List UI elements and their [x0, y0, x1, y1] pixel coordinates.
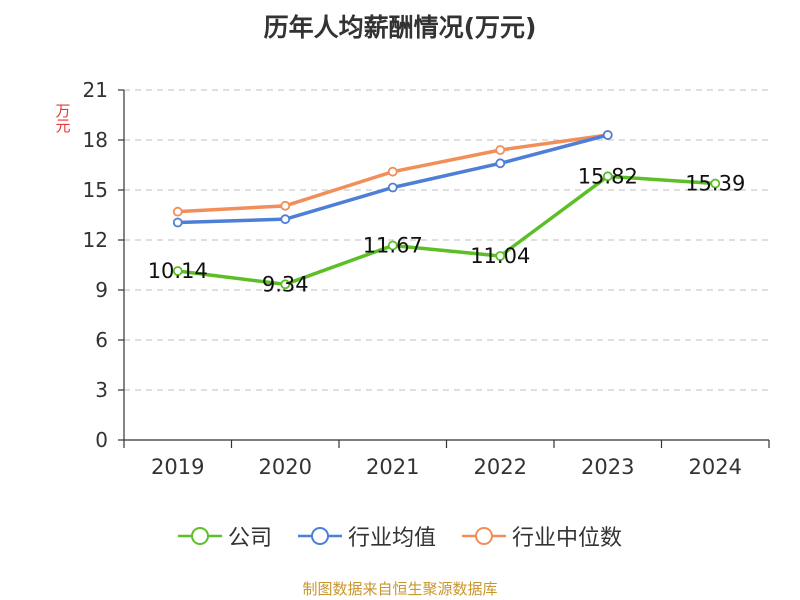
data-point[interactable]	[495, 158, 506, 169]
data-point[interactable]	[280, 214, 291, 225]
x-tick-label: 2024	[689, 455, 742, 479]
data-point[interactable]	[172, 266, 183, 276]
y-tick-label: 6	[95, 328, 108, 352]
x-tick-label: 2022	[474, 455, 527, 479]
data-point[interactable]	[710, 178, 721, 189]
data-point[interactable]	[602, 171, 613, 182]
legend-label-company: 公司	[227, 526, 272, 551]
y-tick-label: 9	[95, 278, 108, 302]
legend-marker-industry-avg	[297, 527, 342, 545]
data-label: 11.04	[470, 244, 530, 268]
x-tick-label: 2023	[581, 455, 634, 479]
data-point[interactable]	[172, 206, 183, 217]
data-point[interactable]	[495, 251, 506, 261]
data-point[interactable]	[280, 279, 291, 290]
x-tick-label: 2019	[151, 455, 204, 479]
data-labels: 10.14 9.34 11.67 11.04 15.82 15.39	[148, 164, 746, 296]
legend-label-industry-median: 行业中位数	[512, 526, 623, 551]
source-note: 制图数据来自恒生聚源数据库	[302, 580, 498, 598]
legend-marker-industry-median	[462, 527, 506, 545]
y-tick-label: 3	[95, 378, 108, 402]
data-label: 10.14	[148, 259, 208, 283]
data-point[interactable]	[602, 130, 613, 140]
series-line	[177, 174, 716, 287]
legend: 公司 行业均值 行业中位数	[0, 520, 800, 552]
y-axis-label: 万元	[55, 102, 71, 135]
data-label: 15.82	[578, 164, 638, 188]
chart-plot: 0 3 6 9 12 15 18 21 2019 2020 2021 2022 2023 2024 10.…	[83, 78, 770, 479]
data-point[interactable]	[495, 145, 506, 155]
legend-item-company[interactable]: 公司	[177, 520, 272, 552]
grid-lines	[124, 89, 769, 391]
chart-title: 历年人均薪酬情况(万元)	[263, 13, 537, 42]
y-tick-label: 12	[83, 228, 108, 252]
axes: 0 3 6 9 12 15 18 21 2019 2020 2021 2022 2023 2024	[83, 78, 770, 479]
x-tick-label: 2020	[259, 455, 312, 479]
legend-item-industry-median[interactable]: 行业中位数	[462, 520, 622, 552]
data-label: 15.39	[685, 172, 745, 196]
data-point[interactable]	[172, 217, 183, 228]
data-point[interactable]	[387, 166, 398, 177]
data-label: 9.34	[262, 272, 309, 296]
data-point[interactable]	[387, 182, 398, 193]
series-lines	[172, 130, 721, 290]
x-tick-label: 2021	[366, 455, 419, 479]
y-tick-label: 21	[83, 78, 108, 102]
data-point[interactable]	[387, 240, 398, 251]
legend-marker-company	[177, 527, 222, 545]
legend-item-industry-avg[interactable]: 行业均值	[297, 520, 436, 552]
legend-label-industry-avg: 行业均值	[347, 526, 436, 551]
data-point[interactable]	[280, 200, 291, 211]
y-tick-label: 18	[83, 128, 108, 152]
data-label: 11.67	[363, 234, 423, 258]
y-tick-label: 15	[83, 178, 108, 202]
y-tick-label: 0	[95, 428, 108, 452]
